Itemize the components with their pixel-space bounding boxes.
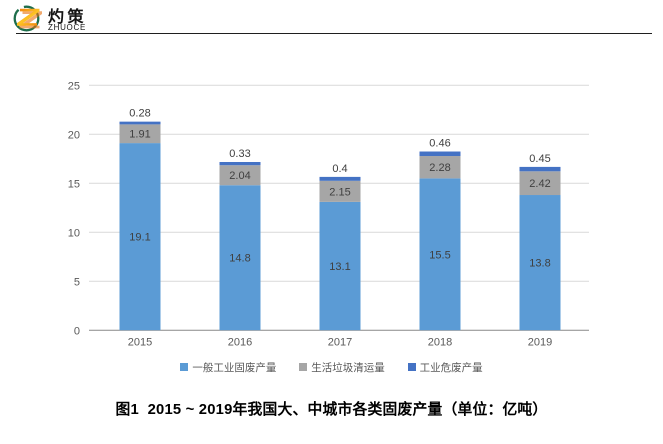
svg-text:15: 15 (68, 179, 80, 191)
svg-text:1.91: 1.91 (129, 129, 150, 141)
svg-text:13.1: 13.1 (329, 261, 350, 273)
svg-text:14.8: 14.8 (229, 253, 250, 265)
svg-text:0.28: 0.28 (129, 108, 150, 120)
svg-text:0.45: 0.45 (529, 153, 550, 165)
svg-text:2.42: 2.42 (529, 178, 550, 190)
svg-text:15.5: 15.5 (429, 249, 450, 261)
svg-text:0: 0 (74, 326, 80, 338)
svg-text:2.04: 2.04 (229, 170, 250, 182)
svg-text:2017: 2017 (328, 337, 352, 349)
svg-text:2015: 2015 (128, 337, 152, 349)
svg-text:5: 5 (74, 277, 80, 289)
svg-text:19.1: 19.1 (129, 232, 150, 244)
svg-text:10: 10 (68, 228, 80, 240)
svg-text:2016: 2016 (228, 337, 252, 349)
svg-text:0.4: 0.4 (332, 163, 347, 175)
svg-text:20: 20 (68, 130, 80, 142)
svg-text:2019: 2019 (528, 337, 552, 349)
svg-text:0.33: 0.33 (229, 148, 250, 160)
svg-text:2.28: 2.28 (429, 162, 450, 174)
svg-text:2018: 2018 (428, 337, 452, 349)
svg-text:0.46: 0.46 (429, 138, 450, 150)
svg-text:2.15: 2.15 (329, 186, 350, 198)
svg-text:13.8: 13.8 (529, 258, 550, 270)
svg-text:25: 25 (68, 81, 80, 93)
